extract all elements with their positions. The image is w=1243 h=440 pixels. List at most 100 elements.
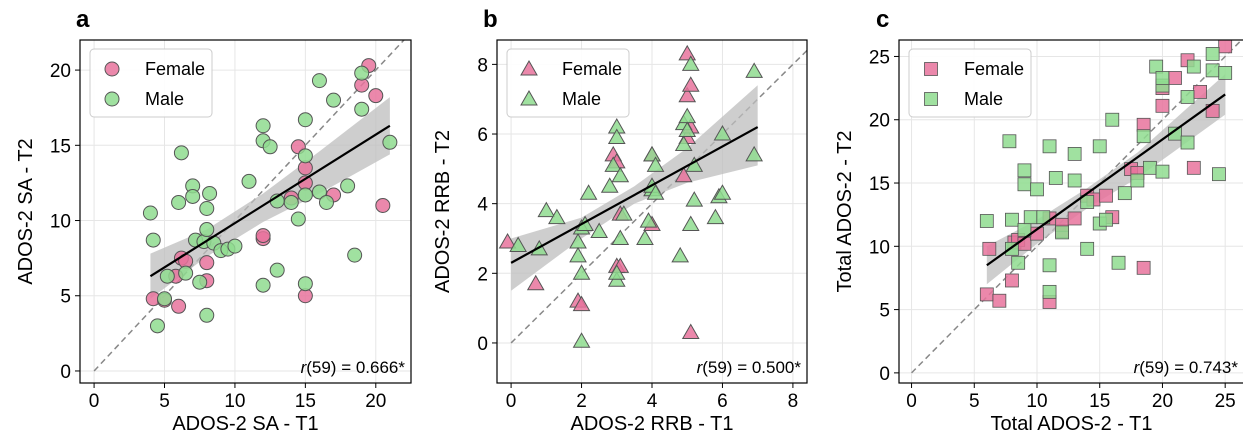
data-point-male <box>1143 160 1157 175</box>
y-tick-label: 0 <box>477 334 488 355</box>
data-point-female <box>1186 160 1201 175</box>
panel-letter: a <box>76 6 90 33</box>
data-point-male <box>604 156 623 172</box>
data-point-female <box>526 274 545 291</box>
data-point-male <box>1023 210 1038 225</box>
data-point-male <box>157 291 173 307</box>
data-point-male <box>1042 139 1057 154</box>
annotation-value: (59) = 0.500* <box>702 358 801 377</box>
data-point-female <box>572 295 591 312</box>
data-point-male <box>1002 134 1017 149</box>
data-point-male <box>636 229 654 245</box>
data-point-female <box>674 166 693 183</box>
x-tick-label: 5 <box>159 391 170 412</box>
data-point-male <box>1067 173 1082 188</box>
data-point-male <box>297 187 313 203</box>
data-point-male <box>1186 59 1201 74</box>
x-tick-label: 0 <box>506 391 517 412</box>
y-tick-label: 6 <box>477 125 488 146</box>
data-point-female <box>678 86 697 103</box>
data-point-male <box>185 188 201 204</box>
data-point-male <box>1048 171 1063 185</box>
y-axis-label: ADOS-2 RRB - T2 <box>432 130 454 293</box>
data-point-male <box>297 148 313 164</box>
data-point-female <box>498 232 517 249</box>
data-point-male <box>290 211 306 227</box>
x-tick-label: 10 <box>1026 391 1047 412</box>
data-point-male <box>607 264 626 280</box>
data-point-male <box>149 318 165 334</box>
data-point-male <box>1042 284 1057 299</box>
legend-label-female: Female <box>145 59 205 79</box>
x-axis-label: Total ADOS-2 - T1 <box>991 413 1153 435</box>
data-point-female <box>1155 98 1170 113</box>
annotation-r: r <box>697 358 704 377</box>
data-point-male <box>347 247 363 263</box>
data-point-female <box>1136 260 1151 275</box>
identity-line <box>93 40 405 372</box>
data-point-male <box>1042 258 1057 273</box>
data-point-male <box>1130 173 1145 188</box>
legend-box <box>506 48 630 118</box>
data-point-male <box>706 208 725 225</box>
y-tick-label: 8 <box>477 55 488 76</box>
data-point-male <box>1155 164 1170 179</box>
data-point-male <box>537 201 556 218</box>
data-point-male <box>199 200 215 216</box>
data-point-female <box>992 293 1007 308</box>
correlation-annotation: r(59) = 0.500* <box>697 358 802 377</box>
y-tick-label: 4 <box>477 195 488 216</box>
data-point-male <box>614 205 633 221</box>
data-point-female <box>1218 40 1233 54</box>
data-point-male <box>1092 139 1107 154</box>
legend-label-male: Male <box>145 89 184 109</box>
legend-label-female: Female <box>562 59 622 79</box>
x-tick-label: 15 <box>1089 391 1110 412</box>
y-tick-label: 0 <box>879 364 890 385</box>
data-point-male <box>745 62 764 78</box>
data-point-male <box>1180 90 1195 104</box>
confidence-band <box>511 85 758 291</box>
data-point-male <box>178 265 194 281</box>
data-point-male <box>579 184 598 200</box>
data-point-male <box>283 194 299 210</box>
data-point-male <box>643 145 661 162</box>
x-tick-label: 20 <box>1152 391 1173 412</box>
data-point-male <box>199 307 215 323</box>
data-point-male <box>713 125 732 141</box>
data-point-male <box>1005 212 1019 227</box>
data-point-male <box>590 222 609 239</box>
correlation-annotation: r(59) = 0.666* <box>301 358 406 377</box>
legend-marker-male <box>520 89 538 106</box>
data-point-male <box>1155 71 1170 85</box>
data-point-male <box>311 73 327 89</box>
data-point-male <box>681 55 700 71</box>
x-tick-label: 5 <box>969 391 980 412</box>
data-point-female <box>681 76 700 92</box>
data-point-male <box>382 134 398 150</box>
data-point-female <box>1193 84 1207 99</box>
data-point-male <box>1218 66 1233 80</box>
legend: Female Male <box>908 48 1032 118</box>
data-point-male <box>671 246 690 263</box>
data-point-male <box>607 128 626 145</box>
y-tick-label: 25 <box>869 47 890 68</box>
y-tick-label: 0 <box>60 362 71 383</box>
panel-letter: c <box>876 6 889 33</box>
legend-label-male: Male <box>562 89 601 109</box>
x-tick-label: 0 <box>906 391 917 412</box>
y-tick-label: 2 <box>477 264 488 285</box>
data-point-male <box>171 194 187 210</box>
data-point-male <box>1099 212 1113 227</box>
x-tick-label: 2 <box>576 391 587 412</box>
data-point-male <box>1111 255 1126 270</box>
data-point-male <box>199 222 215 238</box>
y-tick-label: 5 <box>60 287 71 308</box>
data-point-male <box>713 184 732 200</box>
x-tick-label: 20 <box>365 391 386 412</box>
data-point-male <box>297 276 313 292</box>
x-tick-label: 0 <box>89 391 100 412</box>
data-point-male <box>745 145 764 162</box>
legend-label-male: Male <box>964 89 1003 109</box>
data-point-male <box>318 194 334 210</box>
